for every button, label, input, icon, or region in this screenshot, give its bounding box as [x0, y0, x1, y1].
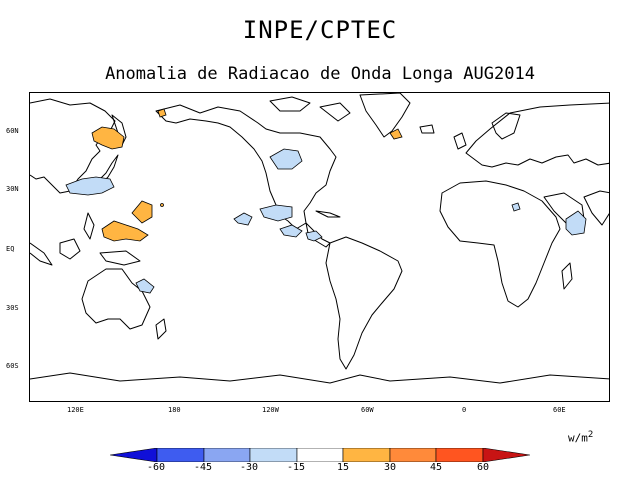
- anomaly-positive-west-pacific: [101, 220, 149, 242]
- anomaly-negative-east-pacific-2: [259, 204, 293, 222]
- lat-tick-60s: 60S: [6, 362, 19, 370]
- coastline-britain: [453, 132, 467, 150]
- anomaly-negative-east-pacific-1: [233, 212, 253, 226]
- anomaly-positive-central-pacific: [131, 200, 153, 224]
- lon-tick-60e: 60E: [553, 406, 566, 414]
- legend-swatch-45-30: [203, 448, 251, 462]
- anomaly-negative-australia: [135, 278, 155, 294]
- legend-label-neg45: -45: [194, 462, 213, 473]
- coastline-antarctica: [30, 372, 609, 384]
- anomaly-negative-panama: [305, 230, 323, 242]
- legend-swatch-30-45: [389, 448, 437, 462]
- chart-title: INPE/CPTEC: [242, 16, 398, 44]
- coastline-new-guinea: [99, 250, 141, 266]
- legend-label-30: 30: [384, 462, 397, 473]
- coastline-iceland: [419, 124, 435, 134]
- legend-label-45: 45: [430, 462, 443, 473]
- anomaly-positive-kamchatka: [91, 126, 125, 150]
- coastline-greenland: [359, 93, 411, 138]
- lon-tick-180: 180: [168, 406, 181, 414]
- legend-swatch-60-45: [156, 448, 205, 462]
- coastline-east-asia: [30, 98, 116, 194]
- coastline-madagascar: [561, 262, 573, 290]
- units-label: w/m2: [568, 430, 594, 445]
- coastline-africa: [439, 180, 561, 308]
- coastline-baffin: [319, 102, 351, 122]
- color-bar: [110, 448, 530, 462]
- coastline-cuba: [315, 210, 341, 218]
- coastline-europe-asia: [465, 102, 609, 168]
- legend-label-neg15: -15: [287, 462, 306, 473]
- anomaly-negative-indian-ocean: [565, 210, 587, 236]
- legend-swatch-30-15: [249, 448, 298, 462]
- coastline-india: [583, 190, 609, 226]
- anomaly-negative-north-pacific: [65, 176, 115, 196]
- anomaly-positive-greenland: [389, 128, 403, 140]
- lat-tick-30s: 30S: [6, 304, 19, 312]
- legend-swatch-gt-60: [482, 448, 530, 462]
- legend-label-60: 60: [477, 462, 490, 473]
- anomaly-negative-east-pacific-3: [279, 224, 303, 238]
- coastline-scandinavia: [491, 112, 521, 140]
- lon-tick-0: 0: [462, 406, 467, 414]
- world-map: [29, 92, 610, 402]
- lat-tick-60n: 60N: [6, 127, 19, 135]
- legend-swatch-15-15: [296, 448, 344, 462]
- lon-tick-120w: 120W: [262, 406, 279, 414]
- legend-swatch-lt-60: [110, 448, 158, 462]
- coastline-sumatra: [30, 242, 53, 266]
- coastline-kamchatka: [111, 114, 127, 146]
- lat-tick-eq: EQ: [6, 245, 15, 253]
- anomaly-positive-dot: [160, 203, 164, 207]
- anomaly-positive-bering: [157, 108, 167, 118]
- coastline-arctic-islands: [269, 96, 311, 112]
- lat-tick-30n: 30N: [6, 185, 19, 193]
- anomaly-negative-western-us: [269, 148, 303, 170]
- anomaly-negative-africa: [511, 202, 521, 212]
- legend-label-neg60: -60: [147, 462, 166, 473]
- lon-tick-60w: 60W: [361, 406, 374, 414]
- coastline-new-zealand: [155, 318, 167, 340]
- coastline-australia: [81, 268, 151, 330]
- coastline-philippines: [83, 212, 95, 240]
- legend-label-15: 15: [337, 462, 350, 473]
- coastline-south-america: [325, 236, 403, 370]
- legend-swatch-45-60: [435, 448, 484, 462]
- legend-swatch-15-30: [342, 448, 391, 462]
- coastline-north-america: [155, 104, 337, 230]
- legend-label-neg30: -30: [240, 462, 259, 473]
- chart-subtitle: Anomalia de Radiacao de Onda Longa AUG20…: [105, 64, 535, 84]
- coastline-borneo: [59, 238, 81, 260]
- lon-tick-120e: 120E: [67, 406, 84, 414]
